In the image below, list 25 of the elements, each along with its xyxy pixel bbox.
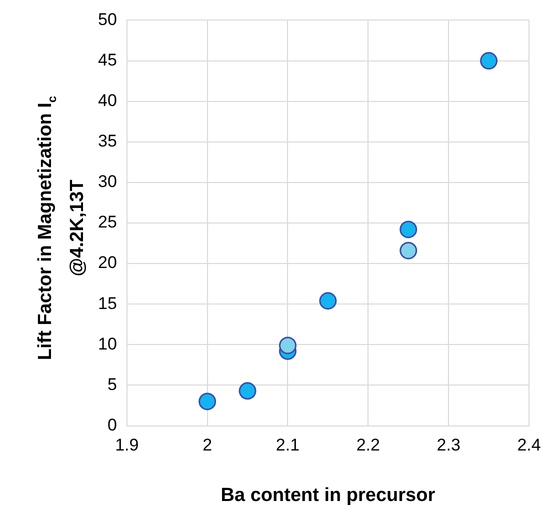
y-tick-label: 45 [98, 50, 117, 70]
point [400, 242, 418, 260]
y-tick-label: 30 [98, 172, 117, 192]
x-tick-label: 2 [202, 436, 212, 455]
x-tick-label: 2.4 [517, 436, 541, 455]
point [238, 382, 256, 400]
point [319, 292, 337, 310]
point [198, 392, 216, 410]
y-tick-label: 0 [107, 415, 117, 434]
y-tick-label: 35 [98, 132, 117, 151]
point [400, 220, 418, 238]
x-tick-label: 2.1 [276, 436, 300, 455]
y-tick-label: 15 [98, 294, 117, 313]
y-tick-label: 25 [98, 212, 117, 232]
y-tick-label: 10 [98, 334, 117, 354]
y-tick-label: 50 [98, 10, 117, 29]
x-tick-label: 2.2 [356, 436, 380, 455]
y-tick-label: 40 [98, 91, 117, 110]
y-tick-label: 20 [98, 253, 117, 272]
point [480, 52, 498, 70]
y-tick-label: 5 [107, 374, 117, 394]
x-tick-label: 1.9 [115, 436, 139, 455]
x-tick-label: 2.3 [436, 436, 460, 455]
x-axis-title: Ba content in precursor [220, 484, 436, 506]
point [278, 336, 296, 354]
